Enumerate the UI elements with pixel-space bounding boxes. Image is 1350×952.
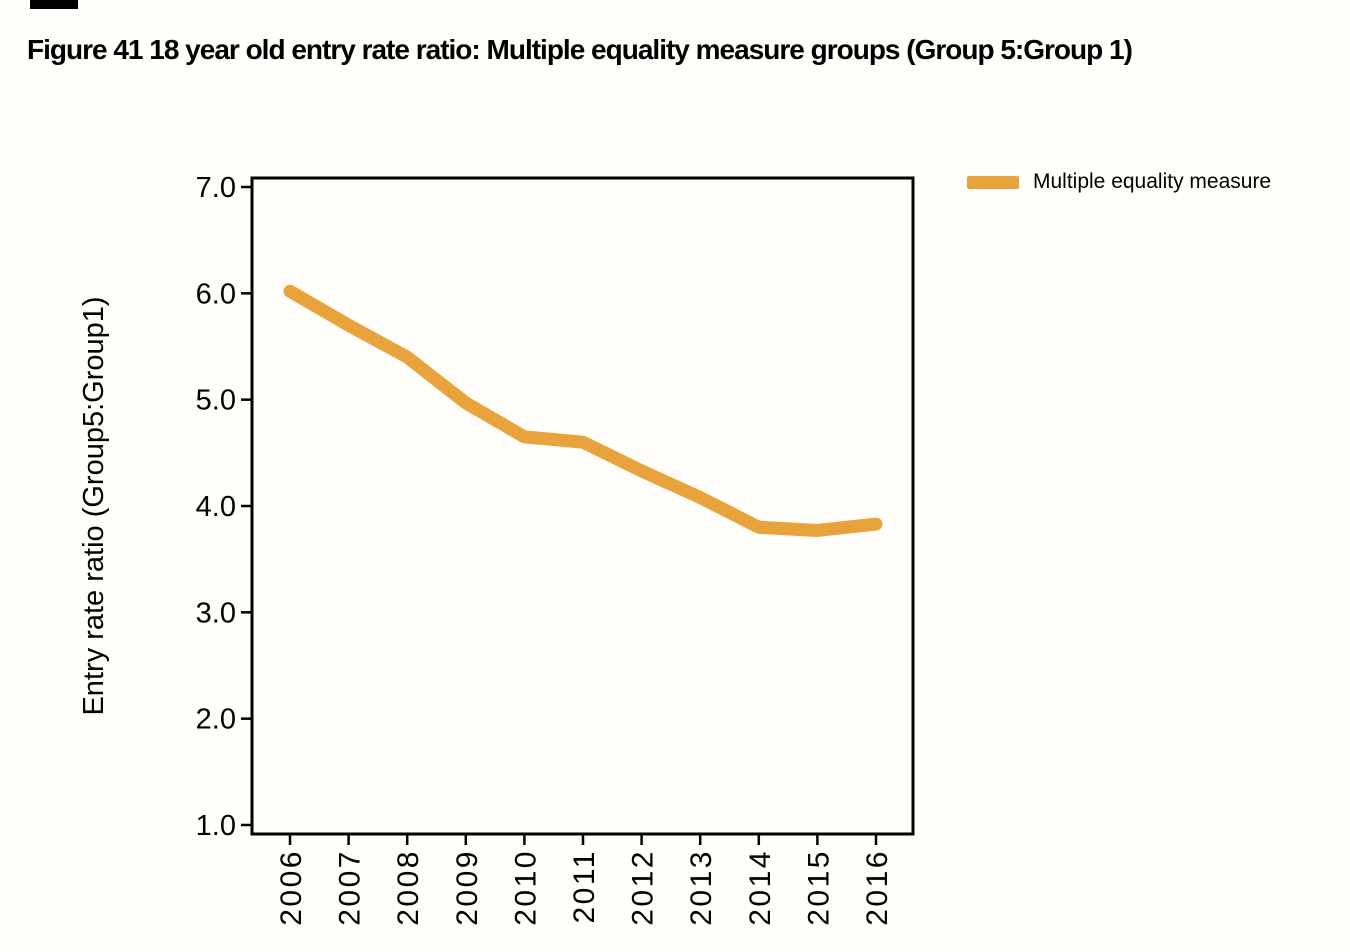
- legend: Multiple equality measure: [967, 170, 1271, 194]
- x-tick-label: 2015: [802, 849, 835, 926]
- x-tick-label: 2016: [861, 849, 894, 926]
- x-tick-label: 2008: [392, 849, 425, 926]
- y-tick-label: 2.0: [196, 704, 236, 736]
- legend-swatch-icon: [967, 175, 1019, 189]
- y-tick-label: 1.0: [196, 810, 236, 842]
- x-tick-label: 2011: [568, 849, 601, 924]
- x-tick-label: 2006: [275, 849, 308, 926]
- plot-border: [250, 176, 915, 836]
- y-tick-label: 7.0: [196, 172, 236, 204]
- y-axis-title: Entry rate ratio (Group5:Group1): [78, 296, 110, 715]
- x-tick-label: 2007: [334, 849, 367, 926]
- x-tick-label: 2009: [451, 849, 484, 926]
- x-tick-label: 2013: [685, 849, 718, 926]
- legend-label: Multiple equality measure: [1033, 170, 1272, 193]
- top-edge-mark: [30, 0, 78, 9]
- y-tick-label: 4.0: [196, 491, 236, 523]
- y-tick-label: 3.0: [196, 597, 236, 629]
- x-tick-label: 2012: [627, 849, 660, 926]
- figure-title: Figure 41 18 year old entry rate ratio: …: [27, 34, 1133, 65]
- y-tick-label: 6.0: [196, 278, 236, 310]
- series-line: [283, 284, 883, 537]
- x-tick-label: 2010: [509, 849, 542, 926]
- x-tick-label: 2014: [744, 849, 777, 926]
- y-tick-label: 5.0: [196, 385, 236, 417]
